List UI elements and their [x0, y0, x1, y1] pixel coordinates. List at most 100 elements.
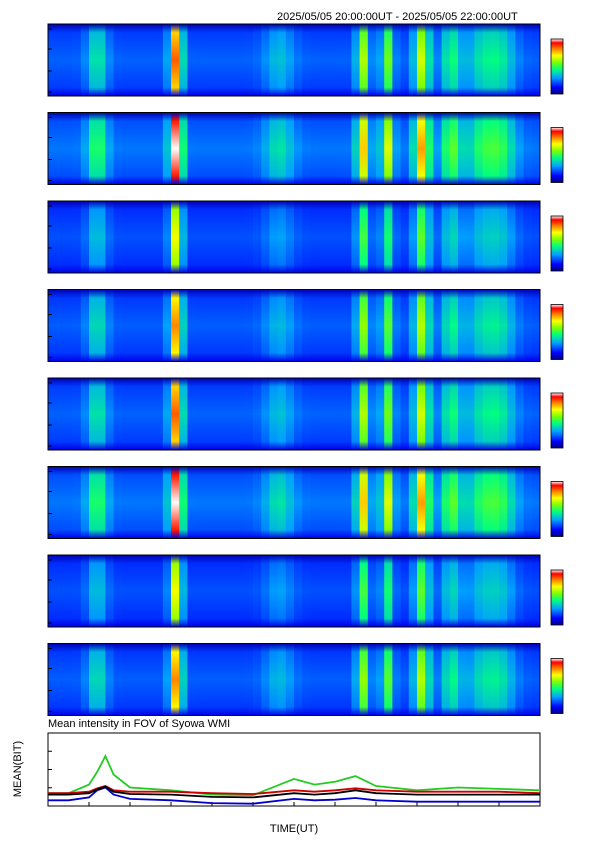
keogram-column	[523, 201, 533, 273]
line-series-480	[48, 785, 540, 799]
keogram-column	[482, 643, 492, 716]
keogram-column	[72, 378, 82, 450]
keogram-column	[236, 201, 246, 273]
keogram-column	[138, 466, 147, 539]
keogram-column	[121, 555, 131, 627]
keogram-column	[367, 24, 377, 96]
keogram-column	[277, 643, 287, 716]
keogram-column	[89, 555, 98, 627]
keogram-column	[179, 112, 188, 185]
keogram-column	[138, 378, 147, 450]
keogram-column	[417, 289, 426, 362]
keogram-column	[482, 289, 492, 362]
keogram-column	[113, 24, 123, 96]
keogram-column	[162, 643, 172, 716]
keogram-column	[531, 643, 541, 716]
keogram-column	[449, 466, 459, 539]
keogram-column	[318, 555, 328, 627]
keogram-column	[56, 555, 65, 627]
keogram-column	[220, 289, 229, 362]
keogram-column	[269, 466, 279, 539]
keogram-column	[121, 466, 131, 539]
colorbar	[550, 215, 564, 272]
keogram-column	[474, 378, 484, 450]
keogram-column	[187, 643, 197, 716]
keogram-column	[425, 378, 434, 450]
time-range-label: 2025/05/05 20:00:00UT - 2025/05/05 22:00…	[277, 11, 518, 23]
keogram-column	[310, 201, 320, 273]
keogram-column	[351, 643, 361, 716]
keogram-column	[351, 555, 361, 627]
keogram-column	[212, 643, 221, 716]
keogram-column	[138, 289, 147, 362]
keogram-column	[515, 466, 525, 539]
keogram-column	[203, 378, 213, 450]
keogram-column	[523, 555, 533, 627]
keogram-column	[277, 466, 287, 539]
keogram-column	[367, 466, 377, 539]
keogram-column	[417, 112, 426, 185]
keogram-column	[187, 201, 197, 273]
keogram-column	[343, 378, 352, 450]
keogram-column	[425, 24, 434, 96]
keogram-column	[490, 24, 500, 96]
keogram-column	[499, 289, 508, 362]
keogram-column	[121, 201, 131, 273]
keogram-column	[89, 289, 98, 362]
keogram-column	[80, 24, 90, 96]
keogram-column	[48, 201, 57, 273]
keogram-column	[220, 24, 229, 96]
keogram-column	[417, 201, 426, 273]
keogram-column	[359, 643, 369, 716]
keogram-column	[113, 378, 123, 450]
keogram-column	[466, 24, 475, 96]
keogram-column	[326, 643, 336, 716]
keogram-column	[64, 378, 74, 450]
keogram-column	[376, 466, 385, 539]
keogram-column	[171, 643, 180, 716]
keogram-column	[244, 289, 254, 362]
keogram-column	[105, 378, 115, 450]
keogram-column	[433, 555, 443, 627]
keogram-column	[376, 643, 385, 716]
keogram-column	[326, 112, 336, 185]
keogram-column	[130, 289, 139, 362]
keogram-column	[376, 378, 385, 450]
keogram-column	[507, 555, 516, 627]
keogram-column	[64, 201, 74, 273]
line-series-group	[48, 754, 541, 805]
keogram-column	[310, 643, 320, 716]
keogram-column	[318, 24, 328, 96]
keogram-column	[97, 643, 106, 716]
keogram-column	[367, 555, 377, 627]
keogram-column	[162, 201, 172, 273]
keogram-column	[294, 24, 303, 96]
keogram-column	[195, 555, 205, 627]
keogram-column	[482, 201, 492, 273]
keogram-column	[384, 24, 393, 96]
keogram-column	[326, 555, 336, 627]
keogram-column	[302, 378, 311, 450]
keogram-column	[425, 466, 434, 539]
keogram-column	[531, 466, 541, 539]
keogram-column	[441, 289, 451, 362]
keogram-column	[138, 201, 147, 273]
keogram-column	[138, 24, 147, 96]
keogram-column	[523, 112, 533, 185]
keogram-column	[392, 24, 402, 96]
keogram-column	[318, 201, 328, 273]
keogram-column	[212, 466, 221, 539]
keogram-column	[203, 112, 213, 185]
keogram-column	[449, 289, 459, 362]
keogram-column	[408, 24, 418, 96]
keogram-column	[466, 112, 475, 185]
keogram-column	[269, 643, 279, 716]
keogram-column	[48, 555, 57, 627]
keogram-column	[466, 555, 475, 627]
keogram-column	[72, 112, 82, 185]
keogram-column	[56, 112, 65, 185]
keogram-column	[400, 643, 410, 716]
keogram-column	[89, 201, 98, 273]
keogram-column	[97, 466, 106, 539]
